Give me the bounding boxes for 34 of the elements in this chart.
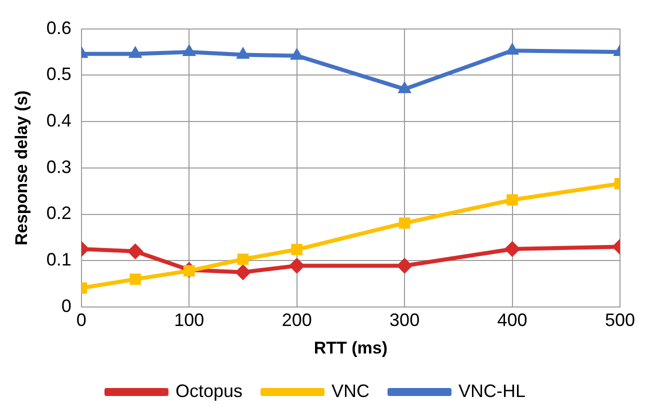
y-tick-label: 0.5	[46, 64, 72, 84]
point	[291, 244, 303, 256]
y-tick-label: 0.1	[46, 250, 72, 270]
x-tick-label: 200	[282, 310, 312, 330]
y-tick-label: 0.2	[46, 203, 72, 224]
point	[398, 81, 412, 94]
x-tick-label: 400	[497, 310, 528, 330]
point	[234, 264, 251, 280]
y-axis-title: Response delay (s)	[12, 90, 31, 246]
point	[398, 217, 410, 229]
point	[288, 258, 305, 274]
x-tick-label: 100	[174, 310, 204, 330]
y-tick-label: 0.4	[46, 110, 72, 130]
point	[506, 194, 518, 206]
point	[505, 42, 520, 55]
point	[504, 241, 520, 258]
legend-label: VNC	[332, 380, 370, 401]
point	[396, 258, 413, 274]
x-axis-title: RTT (ms)	[314, 338, 388, 358]
point	[182, 44, 196, 56]
point	[128, 46, 142, 58]
x-tick-label: 500	[604, 310, 636, 330]
point	[290, 48, 304, 60]
legend-label: Octopus	[175, 380, 243, 401]
point	[236, 46, 250, 59]
x-tick-label: 300	[390, 310, 420, 330]
legend-label: VNC-HL	[458, 380, 526, 401]
y-tick-label: 0.3	[46, 156, 72, 177]
point	[237, 254, 249, 265]
point	[130, 274, 141, 285]
point	[127, 243, 144, 260]
y-tick-label: 0.6	[46, 18, 72, 38]
x-tick-label: 0	[76, 310, 86, 330]
y-tick-label: 0	[61, 296, 72, 316]
